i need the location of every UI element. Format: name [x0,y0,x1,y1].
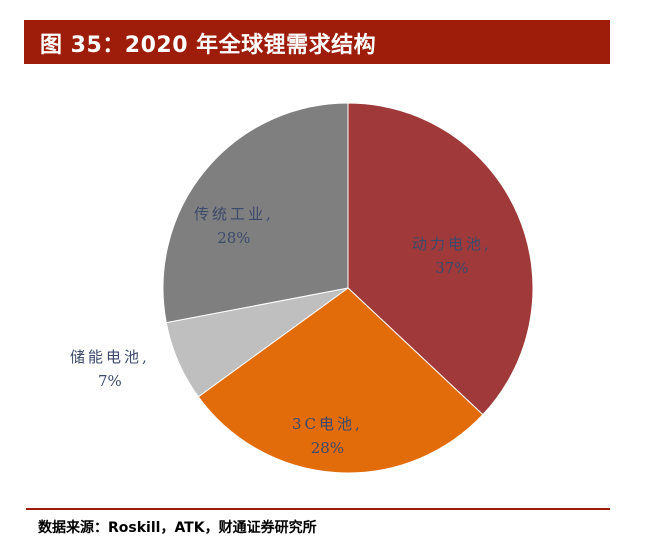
label-percent: 28% [217,229,251,247]
label-name: 3C电池, [292,415,363,433]
pie-slice-3 [162,102,349,324]
label-percent: 37% [435,259,469,277]
label-percent: 28% [310,439,345,457]
slice-label-power-battery: 动力电池, 37% [412,232,492,280]
pie-slice-0 [347,102,534,416]
label-percent: 7% [97,372,122,390]
slice-label-storage-battery: 储能电池, 7% [70,345,150,393]
pie-slice-1 [197,287,484,474]
label-name: 储能电池, [70,348,150,366]
label-name: 传统工业, [194,205,274,223]
footer-divider [26,508,610,510]
slice-label-3c-battery: 3C电池, 28% [292,412,363,460]
label-name: 动力电池, [412,235,492,253]
figure-title: 图 35：2020 年全球锂需求结构 [40,33,377,58]
figure-title-bar: 图 35：2020 年全球锂需求结构 [24,20,610,64]
data-source: 数据来源：Roskill，ATK，财通证券研究所 [38,520,317,536]
slice-label-traditional-industry: 传统工业, 28% [194,202,274,250]
